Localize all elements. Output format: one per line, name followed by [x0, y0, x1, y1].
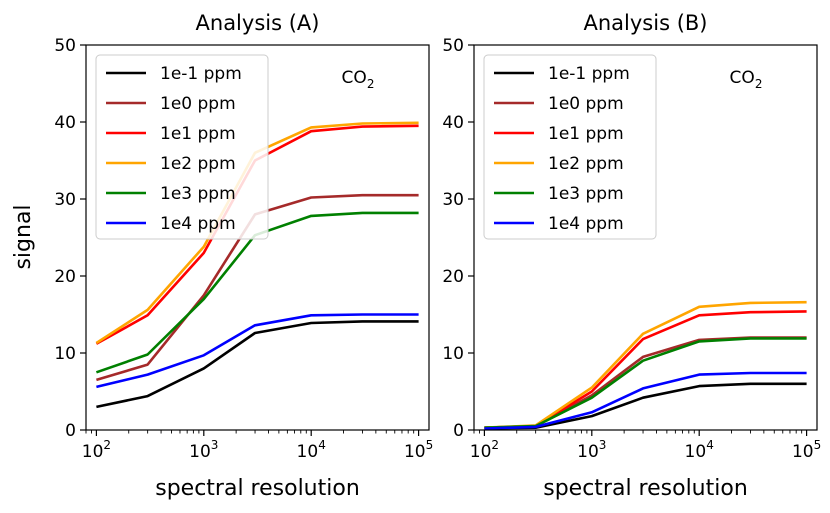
legend-label: 1e4 ppm	[548, 214, 624, 234]
y-tick-label: 40	[442, 113, 464, 133]
y-tick-label: 30	[54, 190, 76, 210]
y-tick-label: 0	[65, 421, 76, 441]
legend-label: 1e0 ppm	[160, 94, 236, 114]
legend-label: 1e-1 ppm	[548, 64, 630, 84]
series-line-0	[96, 320, 419, 409]
y-axis-label: signal	[11, 204, 36, 269]
x-tick-label: 102	[470, 438, 499, 462]
y-tick-label: 50	[442, 36, 464, 56]
series-line-0	[484, 382, 807, 430]
y-tick-label: 10	[54, 344, 76, 364]
y-tick-label: 20	[442, 267, 464, 287]
series-line-5	[96, 313, 419, 389]
legend-label: 1e-1 ppm	[160, 64, 242, 84]
series-line-5	[484, 371, 807, 430]
series-line-2	[484, 310, 807, 429]
y-tick-label: 30	[442, 190, 464, 210]
y-tick-label: 40	[54, 113, 76, 133]
x-tick-label: 102	[82, 438, 111, 462]
x-tick-label: 105	[404, 438, 433, 462]
legend-label: 1e2 ppm	[160, 154, 236, 174]
legend-label: 1e1 ppm	[160, 124, 236, 144]
x-tick-label: 103	[189, 438, 218, 462]
legend-label: 1e3 ppm	[160, 184, 236, 204]
annotation-co2: CO2	[342, 68, 375, 91]
chart-panel-b: Analysis (B) 0 10 20 30 40 50 102 103 104 105 spect…	[442, 11, 821, 501]
x-axis-label: spectral resolution	[543, 476, 748, 501]
x-tick-label: 104	[685, 438, 714, 462]
series-line-3	[484, 300, 807, 429]
chart-title: Analysis (B)	[584, 11, 708, 35]
axes-frame	[85, 44, 430, 431]
y-tick-label: 50	[54, 36, 76, 56]
x-tick-label: 105	[792, 438, 821, 462]
chart-panel-a: Analysis (A) 0 10 20 30 40 50 102 103 104 105 spect…	[54, 11, 433, 501]
legend: 1e-1 ppm 1e0 ppm 1e1 ppm 1e2 ppm 1e3 ppm 1e4 …	[483, 54, 657, 240]
chart-title: Analysis (A)	[196, 11, 320, 35]
x-tick-label: 103	[577, 438, 606, 462]
legend-label: 1e4 ppm	[160, 214, 236, 234]
y-tick-label: 0	[453, 421, 464, 441]
legend-label: 1e2 ppm	[548, 154, 624, 174]
legend-label: 1e1 ppm	[548, 124, 624, 144]
annotation-co2: CO2	[730, 68, 763, 91]
legend-label: 1e0 ppm	[548, 94, 624, 114]
x-tick-label: 104	[297, 438, 326, 462]
axes-frame	[473, 44, 818, 431]
y-tick-label: 10	[442, 344, 464, 364]
legend-label: 1e3 ppm	[548, 184, 624, 204]
y-tick-label: 20	[54, 267, 76, 287]
legend: 1e-1 ppm 1e0 ppm 1e1 ppm 1e2 ppm 1e3 ppm 1e4 …	[95, 54, 269, 240]
x-axis-label: spectral resolution	[155, 476, 360, 501]
